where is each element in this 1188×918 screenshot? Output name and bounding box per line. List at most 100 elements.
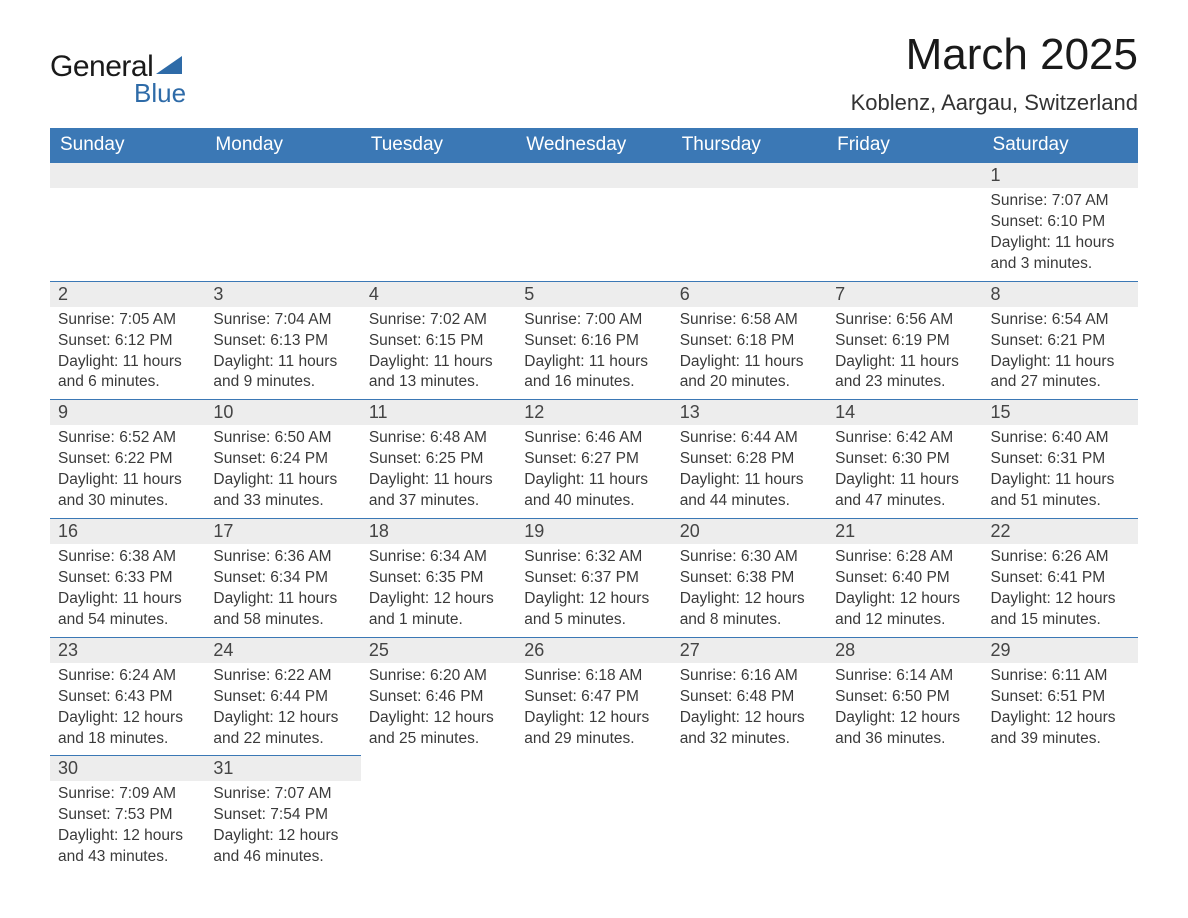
- daylight-label: Daylight:: [991, 471, 1051, 488]
- sunrise-line: Sunrise: 6:50 AM: [213, 428, 352, 449]
- logo-text-2: Blue: [134, 78, 186, 109]
- calendar-cell: 31Sunrise: 7:07 AMSunset: 7:54 PMDayligh…: [205, 756, 360, 874]
- sunrise-line: Sunrise: 6:30 AM: [680, 547, 819, 568]
- sunrise-value: 6:50 AM: [275, 429, 332, 446]
- day-details: Sunrise: 6:30 AMSunset: 6:38 PMDaylight:…: [672, 544, 827, 637]
- sunrise-value: 6:24 AM: [119, 667, 176, 684]
- sunrise-label: Sunrise:: [680, 429, 737, 446]
- day-number: 2: [50, 282, 205, 307]
- daylight-line: Daylight: 11 hours and 30 minutes.: [58, 470, 197, 512]
- sunset-value: 6:47 PM: [581, 688, 639, 705]
- daylight-line: Daylight: 11 hours and 33 minutes.: [213, 470, 352, 512]
- calendar-cell: 26Sunrise: 6:18 AMSunset: 6:47 PMDayligh…: [516, 637, 671, 756]
- sunset-value: 6:16 PM: [581, 332, 639, 349]
- weekday-header-row: Sunday Monday Tuesday Wednesday Thursday…: [50, 128, 1138, 163]
- sunrise-line: Sunrise: 7:04 AM: [213, 310, 352, 331]
- calendar-cell: 5Sunrise: 7:00 AMSunset: 6:16 PMDaylight…: [516, 281, 671, 400]
- sunrise-value: 6:56 AM: [896, 311, 953, 328]
- sunset-label: Sunset:: [58, 806, 111, 823]
- day-details: Sunrise: 6:20 AMSunset: 6:46 PMDaylight:…: [361, 663, 516, 756]
- sunrise-value: 6:40 AM: [1052, 429, 1109, 446]
- calendar-cell: 28Sunrise: 6:14 AMSunset: 6:50 PMDayligh…: [827, 637, 982, 756]
- sunset-value: 6:38 PM: [737, 569, 795, 586]
- sunrise-value: 6:28 AM: [896, 548, 953, 565]
- sunset-value: 6:50 PM: [892, 688, 950, 705]
- sunset-value: 6:15 PM: [426, 332, 484, 349]
- calendar-cell: 3Sunrise: 7:04 AMSunset: 6:13 PMDaylight…: [205, 281, 360, 400]
- page-title: March 2025: [851, 30, 1138, 80]
- sunset-value: 6:13 PM: [270, 332, 328, 349]
- day-details: Sunrise: 6:14 AMSunset: 6:50 PMDaylight:…: [827, 663, 982, 756]
- daylight-line: Daylight: 12 hours and 36 minutes.: [835, 708, 974, 750]
- daylight-label: Daylight:: [369, 353, 429, 370]
- sunset-value: 7:53 PM: [115, 806, 173, 823]
- sunrise-value: 6:14 AM: [896, 667, 953, 684]
- day-number: 8: [983, 282, 1138, 307]
- day-details: Sunrise: 7:07 AMSunset: 6:10 PMDaylight:…: [983, 188, 1138, 281]
- calendar-cell: 11Sunrise: 6:48 AMSunset: 6:25 PMDayligh…: [361, 400, 516, 519]
- day-number: 10: [205, 400, 360, 425]
- daylight-label: Daylight:: [369, 590, 429, 607]
- sunset-line: Sunset: 6:37 PM: [524, 568, 663, 589]
- daylight-label: Daylight:: [680, 353, 740, 370]
- sunrise-value: 6:38 AM: [119, 548, 176, 565]
- sunrise-value: 7:07 AM: [1052, 192, 1109, 209]
- sunrise-line: Sunrise: 6:58 AM: [680, 310, 819, 331]
- sunset-line: Sunset: 6:12 PM: [58, 331, 197, 352]
- sunset-label: Sunset:: [58, 332, 111, 349]
- daylight-line: Daylight: 12 hours and 22 minutes.: [213, 708, 352, 750]
- sunrise-label: Sunrise:: [369, 548, 426, 565]
- sunrise-value: 6:42 AM: [896, 429, 953, 446]
- calendar-cell: 24Sunrise: 6:22 AMSunset: 6:44 PMDayligh…: [205, 637, 360, 756]
- calendar-cell: [827, 163, 982, 282]
- calendar-cell: [672, 756, 827, 874]
- day-details: Sunrise: 6:26 AMSunset: 6:41 PMDaylight:…: [983, 544, 1138, 637]
- daylight-label: Daylight:: [524, 471, 584, 488]
- day-details: Sunrise: 6:54 AMSunset: 6:21 PMDaylight:…: [983, 307, 1138, 400]
- header: General Blue March 2025 Koblenz, Aargau,…: [50, 30, 1138, 116]
- calendar-cell: 25Sunrise: 6:20 AMSunset: 6:46 PMDayligh…: [361, 637, 516, 756]
- day-details: Sunrise: 6:32 AMSunset: 6:37 PMDaylight:…: [516, 544, 671, 637]
- day-number: 5: [516, 282, 671, 307]
- sunset-line: Sunset: 6:16 PM: [524, 331, 663, 352]
- daylight-line: Daylight: 11 hours and 58 minutes.: [213, 589, 352, 631]
- day-details: Sunrise: 6:48 AMSunset: 6:25 PMDaylight:…: [361, 425, 516, 518]
- sunset-label: Sunset:: [991, 688, 1044, 705]
- calendar-cell: [205, 163, 360, 282]
- sunset-line: Sunset: 6:24 PM: [213, 449, 352, 470]
- daylight-line: Daylight: 11 hours and 40 minutes.: [524, 470, 663, 512]
- sunrise-value: 6:11 AM: [1052, 667, 1108, 684]
- calendar-cell: 14Sunrise: 6:42 AMSunset: 6:30 PMDayligh…: [827, 400, 982, 519]
- day-number: 19: [516, 519, 671, 544]
- day-details: Sunrise: 6:40 AMSunset: 6:31 PMDaylight:…: [983, 425, 1138, 518]
- day-number: 1: [983, 163, 1138, 188]
- sunrise-label: Sunrise:: [58, 548, 115, 565]
- sunrise-value: 6:54 AM: [1052, 311, 1109, 328]
- daylight-label: Daylight:: [213, 471, 273, 488]
- calendar-cell: 23Sunrise: 6:24 AMSunset: 6:43 PMDayligh…: [50, 637, 205, 756]
- day-number: 9: [50, 400, 205, 425]
- daylight-line: Daylight: 11 hours and 47 minutes.: [835, 470, 974, 512]
- day-details: Sunrise: 7:09 AMSunset: 7:53 PMDaylight:…: [50, 781, 205, 874]
- calendar-cell: 10 Sunrise: 6:50 AMSunset: 6:24 PMDayligh…: [205, 400, 360, 519]
- sunset-value: 6:22 PM: [115, 450, 173, 467]
- daylight-label: Daylight:: [213, 709, 273, 726]
- sunset-value: 6:43 PM: [115, 688, 173, 705]
- calendar-cell: 16Sunrise: 6:38 AMSunset: 6:33 PMDayligh…: [50, 519, 205, 638]
- daylight-label: Daylight:: [369, 471, 429, 488]
- sunrise-label: Sunrise:: [524, 429, 581, 446]
- sunrise-value: 6:32 AM: [585, 548, 642, 565]
- weekday-header: Monday: [205, 128, 360, 163]
- day-number: [983, 756, 1138, 781]
- daylight-label: Daylight:: [213, 353, 273, 370]
- sunset-label: Sunset:: [213, 688, 266, 705]
- sunrise-line: Sunrise: 7:00 AM: [524, 310, 663, 331]
- calendar-cell: [516, 163, 671, 282]
- calendar-week-row: 30Sunrise: 7:09 AMSunset: 7:53 PMDayligh…: [50, 756, 1138, 874]
- calendar-cell: 9Sunrise: 6:52 AMSunset: 6:22 PMDaylight…: [50, 400, 205, 519]
- page-subtitle: Koblenz, Aargau, Switzerland: [851, 90, 1138, 116]
- sunrise-value: 6:46 AM: [585, 429, 642, 446]
- daylight-line: Daylight: 12 hours and 39 minutes.: [991, 708, 1130, 750]
- sunset-line: Sunset: 7:53 PM: [58, 805, 197, 826]
- sunset-label: Sunset:: [991, 332, 1044, 349]
